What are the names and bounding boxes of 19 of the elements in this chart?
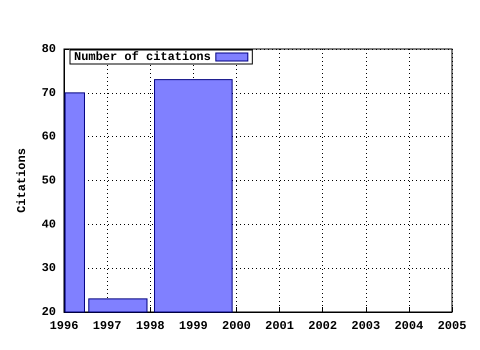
y-axis-title: Citations xyxy=(15,148,29,213)
y-tick-label: 70 xyxy=(42,86,56,100)
x-tick-label: 2000 xyxy=(222,319,251,333)
x-tick-label: 1996 xyxy=(50,319,78,333)
x-tick-label: 2005 xyxy=(438,319,466,333)
y-tick-label: 40 xyxy=(42,217,56,232)
y-tick-label: 80 xyxy=(42,42,56,56)
x-tick-label: 1999 xyxy=(178,319,208,333)
x-tick-label: 1997 xyxy=(92,319,122,333)
x-tick-label: 2001 xyxy=(265,319,294,333)
x-tick-label: 1998 xyxy=(136,319,165,333)
y-tick-label: 50 xyxy=(42,174,56,188)
y-tick-label: 60 xyxy=(42,130,56,144)
y-tick-label: 20 xyxy=(42,305,56,319)
y-tick-label: 30 xyxy=(42,261,56,276)
x-tick-label: 2003 xyxy=(351,319,380,333)
x-tick-label: 2002 xyxy=(308,319,338,333)
legend-label: Number of citations xyxy=(74,50,211,64)
x-tick-label: 2004 xyxy=(394,319,424,333)
